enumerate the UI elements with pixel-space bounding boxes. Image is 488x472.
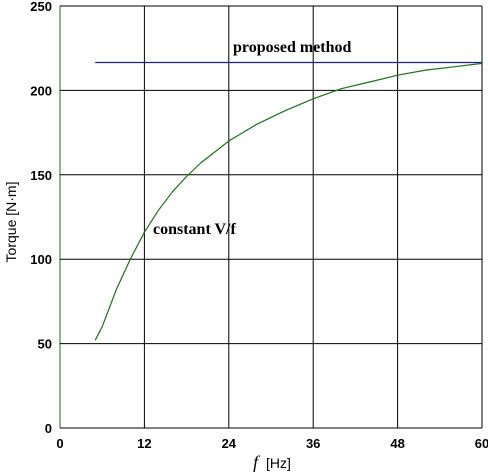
plot-area [60,6,482,428]
series-lines [94,61,483,341]
x-tick-label-0: 0 [56,436,63,451]
x-tick-label-24: 24 [222,436,237,451]
series-label-constant-vf: constant V/f [153,221,236,238]
x-tick-label-60: 60 [475,436,488,451]
y-axis-title: Torque [N·m] [3,182,19,263]
x-axis-symbol: f [253,452,261,472]
y-tick-label-50: 50 [38,337,52,352]
y-tick-label-100: 100 [30,252,52,267]
y-tick-label-250: 250 [30,0,52,14]
x-axis-title: f [Hz] [253,452,291,472]
x-tick-label-12: 12 [137,436,151,451]
series-label-proposed-method: proposed method [233,39,351,56]
grid-lines [59,5,483,429]
y-tick-label-0: 0 [45,421,52,436]
y-tick-label-200: 200 [30,83,52,98]
x-tick-label-36: 36 [306,436,320,451]
x-axis-unit: [Hz] [266,455,291,471]
series-line-constant-vf [94,62,483,341]
y-tick-label-150: 150 [30,168,52,183]
tick-labels: 0 12 24 36 48 60 0 50 100 150 200 250 [30,0,488,451]
x-tick-label-48: 48 [390,436,404,451]
